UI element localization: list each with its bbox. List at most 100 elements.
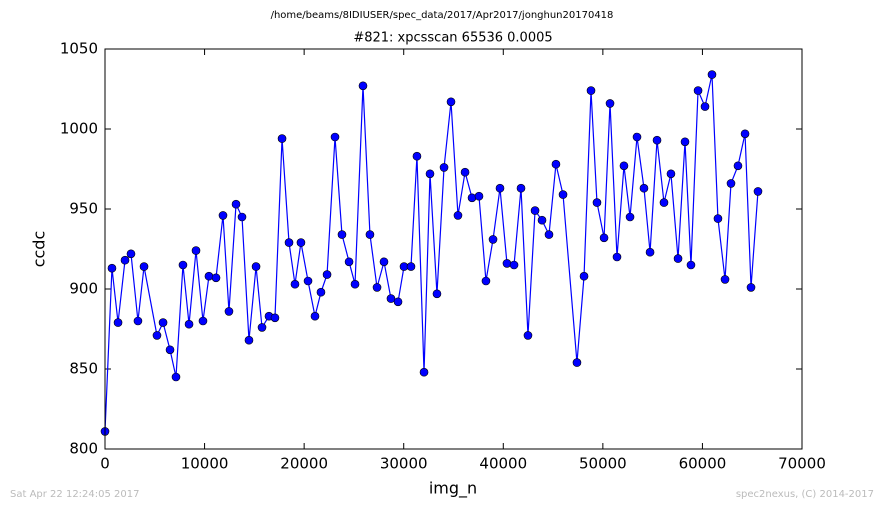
- data-point: [707, 70, 717, 79]
- data-point: [544, 230, 554, 239]
- data-point: [746, 283, 756, 292]
- data-point: [558, 190, 568, 199]
- y-tick-label: 950: [69, 200, 98, 218]
- data-point: [244, 335, 254, 345]
- data-point: [599, 233, 609, 243]
- data-point: [686, 260, 696, 270]
- data-point: [277, 134, 287, 143]
- data-point: [673, 254, 683, 263]
- data-point: [126, 249, 136, 259]
- data-point: [753, 187, 763, 196]
- data-point: [592, 198, 602, 207]
- data-point: [425, 169, 435, 179]
- data-point: [107, 263, 117, 273]
- data-point: [211, 273, 221, 283]
- supertitle: /home/beams/8IDIUSER/spec_data/2017/Apr2…: [271, 10, 614, 21]
- data-point: [386, 294, 396, 303]
- x-tick-label: 60000: [679, 455, 727, 473]
- footer-left: Sat Apr 22 12:24:05 2017: [10, 489, 140, 500]
- data-point: [120, 255, 130, 265]
- data-point: [572, 358, 582, 367]
- x-tick-label: 70000: [778, 455, 826, 473]
- data-point: [720, 275, 730, 284]
- data-point: [586, 86, 596, 95]
- data-point: [412, 151, 422, 161]
- data-point: [231, 199, 241, 209]
- data-point: [419, 367, 429, 377]
- data-point: [432, 289, 442, 299]
- data-point: [158, 318, 168, 327]
- data-point: [133, 316, 143, 326]
- data-point: [322, 270, 332, 279]
- y-tick-label: 850: [69, 360, 98, 378]
- data-point: [625, 212, 635, 222]
- x-axis-label: img_n: [429, 479, 477, 499]
- data-point: [393, 297, 403, 307]
- data-point: [733, 161, 743, 171]
- data-point: [474, 191, 484, 201]
- data-point: [579, 271, 589, 281]
- data-point: [316, 287, 326, 297]
- data-point: [379, 257, 389, 267]
- data-point: [700, 102, 710, 111]
- data-point: [537, 215, 547, 225]
- data-point: [693, 86, 703, 95]
- data-point: [406, 262, 416, 271]
- x-tick-label: 40000: [479, 455, 527, 473]
- data-point: [296, 238, 306, 247]
- data-point: [481, 276, 491, 286]
- data-point: [523, 331, 533, 340]
- data-point: [439, 163, 449, 172]
- data-point: [257, 323, 267, 332]
- x-tick-label: 0: [100, 455, 110, 473]
- x-tick-label: 10000: [181, 455, 229, 473]
- y-tick-label: 1000: [60, 120, 98, 138]
- data-point: [666, 169, 676, 179]
- data-point: [152, 331, 162, 340]
- data-point: [530, 206, 540, 215]
- x-tick-label: 20000: [280, 455, 328, 473]
- data-point: [612, 252, 622, 262]
- data-point: [113, 318, 123, 327]
- data-point: [509, 260, 519, 270]
- data-point: [365, 230, 375, 239]
- y-tick-label: 900: [69, 280, 98, 298]
- data-point: [495, 183, 505, 193]
- data-point: [218, 211, 228, 220]
- data-point: [652, 135, 662, 145]
- x-tick-label: 30000: [380, 455, 428, 473]
- data-point: [237, 212, 247, 222]
- data-point: [632, 132, 642, 142]
- chart-title: #821: xpcsscan 65536 0.0005: [353, 31, 552, 46]
- data-point: [284, 238, 294, 247]
- y-axis-label: ccdc: [30, 231, 49, 268]
- data-point: [680, 137, 690, 147]
- data-point: [337, 230, 347, 239]
- data-point: [270, 313, 280, 323]
- data-point: [726, 179, 736, 188]
- data-point: [171, 372, 181, 382]
- plot-frame: [104, 48, 803, 450]
- data-point: [251, 262, 261, 271]
- data-point: [551, 159, 561, 169]
- data-point: [290, 279, 300, 289]
- data-point: [460, 167, 470, 177]
- data-point: [165, 345, 175, 355]
- data-point: [191, 246, 201, 255]
- y-tick-label: 800: [69, 440, 98, 458]
- data-point: [659, 198, 669, 207]
- data-point: [605, 99, 615, 108]
- data-point: [645, 247, 655, 257]
- y-tick-label: 1050: [60, 40, 98, 58]
- data-point: [516, 183, 526, 193]
- data-point: [502, 259, 512, 268]
- data-point: [358, 81, 368, 91]
- footer-right: spec2nexus, (C) 2014-2017: [736, 489, 874, 500]
- data-point: [453, 211, 463, 220]
- data-point: [310, 311, 320, 321]
- data-point: [446, 97, 456, 107]
- data-point: [303, 276, 313, 286]
- data-point: [344, 257, 354, 267]
